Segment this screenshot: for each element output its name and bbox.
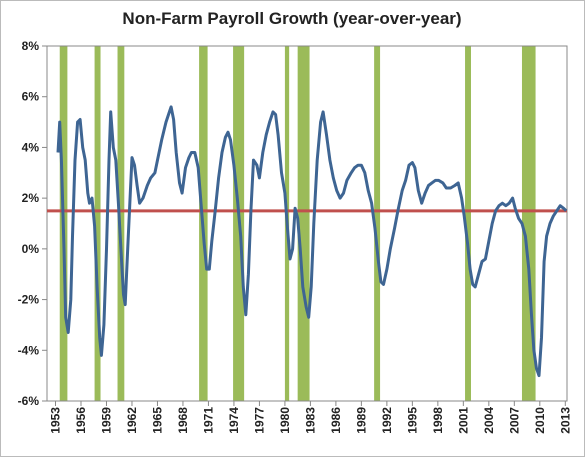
x-tick-label: 1962 [125,407,139,434]
x-tick-label: 1971 [201,407,215,434]
y-tick-label: 6% [22,90,40,104]
x-tick-label: 1986 [329,407,343,434]
recession-band [465,46,471,401]
plot-area [46,45,568,402]
y-tick-label: 2% [22,191,40,205]
y-tick-label: -4% [18,343,40,357]
x-tick-label: 1965 [150,407,164,434]
y-tick-label: 4% [22,140,40,154]
x-tick-label: 2007 [507,407,521,434]
x-tick-label: 1992 [380,407,394,434]
x-tick-label: 1980 [278,407,292,434]
y-tick-label: 0% [22,242,40,256]
y-tick-label: -6% [18,394,40,408]
recession-band [297,46,310,401]
x-tick-label: 1959 [99,407,113,434]
x-tick-label: 2004 [482,407,496,434]
x-tick-label: 2001 [456,407,470,434]
x-tick-label: 2013 [558,407,572,434]
y-tick-label: -2% [18,293,40,307]
x-tick-label: 1977 [252,407,266,434]
x-tick-label: 1983 [303,407,317,434]
x-tick-label: 1953 [48,407,62,434]
recession-band [374,46,381,401]
x-tick-label: 1998 [431,407,445,434]
x-tick-label: 1956 [74,407,88,434]
x-tick-label: 1974 [227,407,241,434]
chart-title: Non-Farm Payroll Growth (year-over-year) [122,9,461,28]
x-tick-label: 1989 [354,407,368,434]
x-tick-label: 1968 [176,407,190,434]
recession-band [94,46,101,401]
x-tick-label: 2010 [533,407,547,434]
y-tick-label: 8% [22,39,40,53]
x-tick-label: 1995 [405,407,419,434]
payroll-line [56,105,568,378]
